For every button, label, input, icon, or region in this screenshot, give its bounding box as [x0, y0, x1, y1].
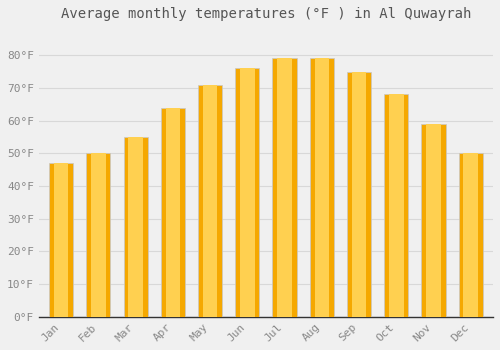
Bar — [203, 85, 218, 317]
Bar — [426, 124, 440, 317]
Bar — [352, 71, 366, 317]
Bar — [384, 94, 408, 317]
Bar — [458, 153, 483, 317]
Bar — [240, 68, 254, 317]
Bar — [160, 107, 185, 317]
Bar — [124, 137, 148, 317]
Bar — [54, 163, 68, 317]
Bar — [389, 94, 404, 317]
Bar — [235, 68, 260, 317]
Bar — [91, 153, 106, 317]
Title: Average monthly temperatures (°F ) in Al Quwayrah: Average monthly temperatures (°F ) in Al… — [60, 7, 471, 21]
Bar — [166, 107, 180, 317]
Bar — [86, 153, 110, 317]
Bar — [128, 137, 143, 317]
Bar — [272, 58, 296, 317]
Bar — [310, 58, 334, 317]
Bar — [464, 153, 478, 317]
Bar — [49, 163, 73, 317]
Bar — [314, 58, 329, 317]
Bar — [198, 85, 222, 317]
Bar — [422, 124, 446, 317]
Bar — [278, 58, 292, 317]
Bar — [347, 71, 371, 317]
